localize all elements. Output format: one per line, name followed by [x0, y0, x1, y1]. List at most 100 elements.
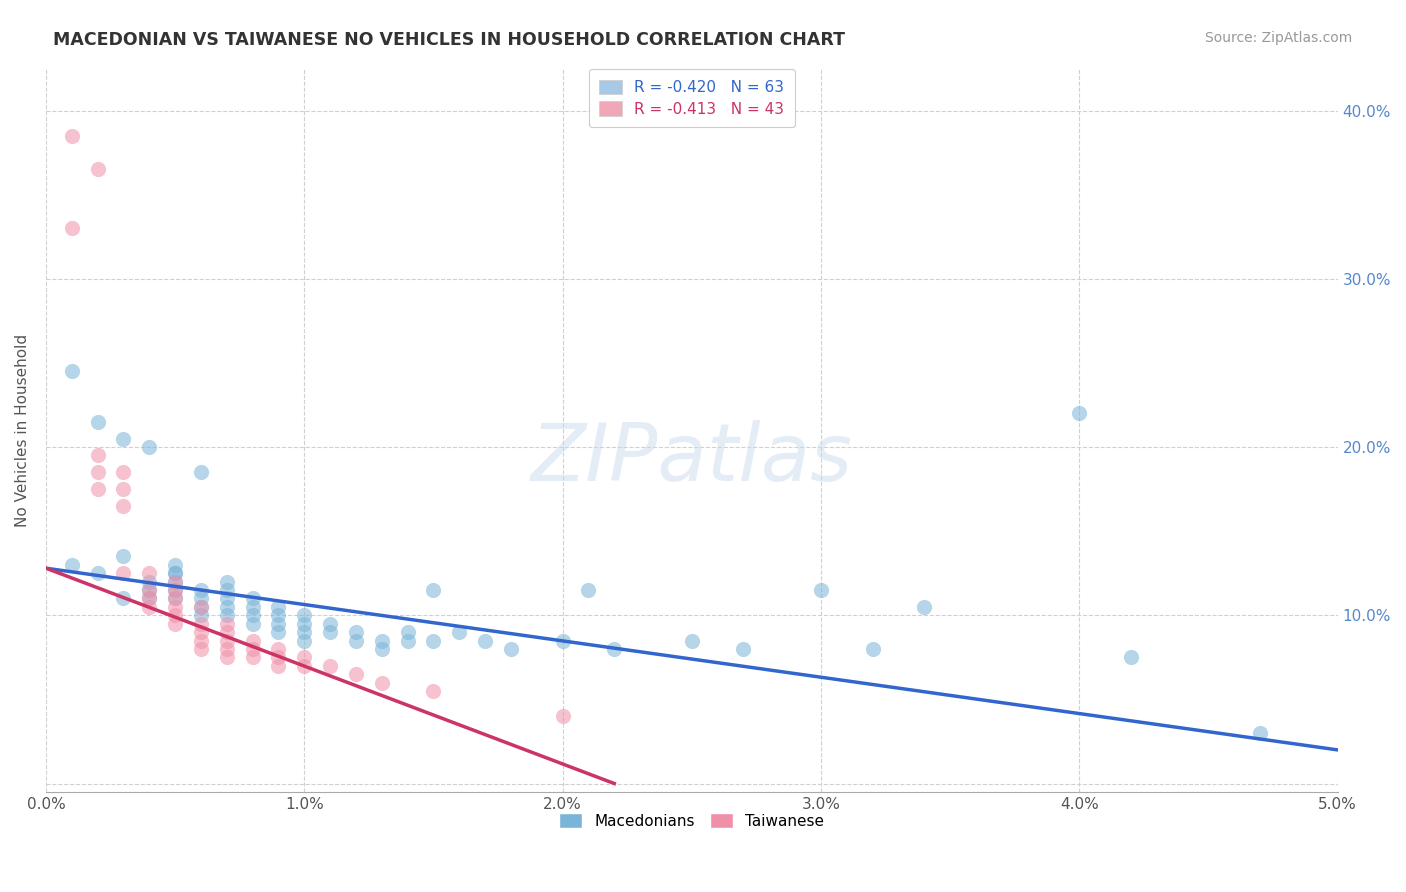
Point [112, 482, 135, 496]
Point [292, 608, 315, 623]
Point [165, 574, 187, 589]
Point [86, 465, 108, 479]
Point [292, 633, 315, 648]
Point [371, 633, 394, 648]
Point [242, 633, 264, 648]
Point [344, 633, 367, 648]
Point [319, 625, 342, 640]
Point [319, 616, 342, 631]
Y-axis label: No Vehicles in Household: No Vehicles in Household [15, 334, 30, 527]
Point [190, 625, 212, 640]
Point [242, 650, 264, 665]
Point [112, 499, 135, 513]
Point [267, 599, 290, 614]
Point [862, 642, 884, 657]
Point [60, 221, 83, 235]
Point [215, 642, 238, 657]
Point [344, 667, 367, 681]
Point [112, 465, 135, 479]
Text: Source: ZipAtlas.com: Source: ZipAtlas.com [1205, 31, 1353, 45]
Point [344, 625, 367, 640]
Point [267, 625, 290, 640]
Point [474, 633, 496, 648]
Point [86, 162, 108, 177]
Point [138, 591, 160, 606]
Point [165, 591, 187, 606]
Point [215, 633, 238, 648]
Point [190, 599, 212, 614]
Point [165, 574, 187, 589]
Point [138, 599, 160, 614]
Point [86, 415, 108, 429]
Point [190, 608, 212, 623]
Point [138, 566, 160, 581]
Point [578, 583, 600, 598]
Point [371, 642, 394, 657]
Point [292, 625, 315, 640]
Point [681, 633, 703, 648]
Point [551, 709, 574, 723]
Point [912, 599, 935, 614]
Point [267, 608, 290, 623]
Point [1069, 406, 1091, 420]
Point [215, 650, 238, 665]
Point [1119, 650, 1142, 665]
Point [422, 684, 444, 698]
Point [242, 642, 264, 657]
Point [396, 633, 419, 648]
Point [138, 440, 160, 454]
Point [138, 591, 160, 606]
Point [267, 658, 290, 673]
Point [60, 128, 83, 143]
Point [190, 616, 212, 631]
Point [810, 583, 832, 598]
Point [242, 591, 264, 606]
Point [165, 616, 187, 631]
Point [190, 633, 212, 648]
Point [190, 642, 212, 657]
Point [86, 482, 108, 496]
Point [165, 583, 187, 598]
Point [165, 608, 187, 623]
Point [267, 616, 290, 631]
Text: ZIPatlas: ZIPatlas [530, 420, 853, 498]
Point [190, 465, 212, 479]
Point [422, 633, 444, 648]
Point [138, 574, 160, 589]
Point [215, 616, 238, 631]
Point [86, 566, 108, 581]
Point [86, 449, 108, 463]
Point [165, 566, 187, 581]
Point [215, 599, 238, 614]
Point [112, 549, 135, 564]
Point [292, 616, 315, 631]
Point [1249, 726, 1271, 740]
Point [267, 642, 290, 657]
Point [60, 558, 83, 572]
Text: MACEDONIAN VS TAIWANESE NO VEHICLES IN HOUSEHOLD CORRELATION CHART: MACEDONIAN VS TAIWANESE NO VEHICLES IN H… [53, 31, 845, 49]
Point [215, 583, 238, 598]
Point [165, 566, 187, 581]
Point [551, 633, 574, 648]
Point [292, 650, 315, 665]
Point [733, 642, 755, 657]
Point [242, 608, 264, 623]
Point [112, 566, 135, 581]
Point [138, 583, 160, 598]
Point [242, 599, 264, 614]
Point [138, 583, 160, 598]
Point [242, 616, 264, 631]
Point [499, 642, 522, 657]
Point [60, 364, 83, 378]
Point [165, 591, 187, 606]
Point [267, 650, 290, 665]
Point [165, 583, 187, 598]
Point [165, 599, 187, 614]
Point [603, 642, 626, 657]
Point [190, 591, 212, 606]
Legend: Macedonians, Taiwanese: Macedonians, Taiwanese [553, 807, 831, 835]
Point [112, 432, 135, 446]
Point [165, 558, 187, 572]
Point [215, 591, 238, 606]
Point [190, 599, 212, 614]
